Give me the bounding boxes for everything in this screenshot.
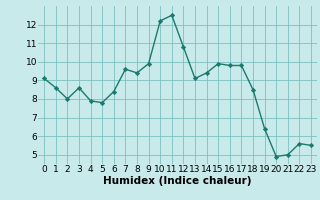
- X-axis label: Humidex (Indice chaleur): Humidex (Indice chaleur): [103, 176, 252, 186]
